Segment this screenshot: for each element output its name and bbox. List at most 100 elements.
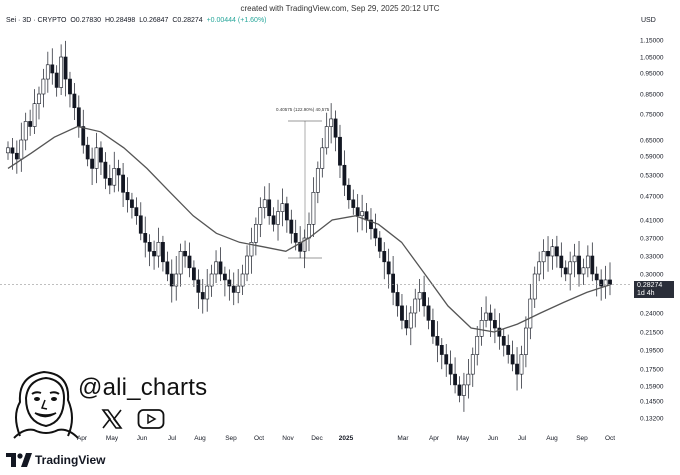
x-logo-icon[interactable]	[100, 407, 124, 431]
time-tick-label: Oct	[254, 435, 264, 442]
candle-body	[267, 199, 272, 217]
candle-body	[258, 207, 263, 225]
chart-caption: created with TradingView.com, Sep 29, 20…	[240, 4, 440, 13]
candle-body	[338, 136, 342, 166]
candle-body	[528, 298, 533, 329]
price-tick-label: 0.85000	[640, 92, 664, 99]
candle-body	[231, 285, 236, 293]
time-tick-label: May	[457, 435, 470, 442]
candle-body	[59, 56, 64, 88]
candle-body	[581, 267, 586, 275]
candle-body	[161, 242, 165, 263]
ohlc-low: L0.26847	[139, 17, 169, 24]
candle-body	[320, 147, 325, 169]
price-tick-label: 0.95000	[640, 71, 664, 78]
price-tick-label: 0.30000	[640, 272, 664, 279]
price-tick-label: 0.15900	[640, 384, 664, 391]
candle-body	[236, 285, 241, 293]
time-tick-label: Mar	[397, 435, 409, 442]
candle-body	[156, 242, 161, 257]
candle-body	[382, 251, 387, 263]
candle-body	[174, 273, 179, 287]
candle-body	[510, 354, 515, 365]
ohlc-open: O0.27830	[70, 17, 102, 24]
candle-body	[14, 152, 19, 160]
candle-body	[19, 139, 24, 160]
symbol-name: Sei · 3D · CRYPTO	[6, 17, 67, 24]
candle-body	[178, 251, 183, 275]
time-tick-label: Jul	[168, 435, 177, 442]
candle-body	[187, 255, 192, 269]
candle-body	[209, 273, 214, 287]
candle-body	[439, 345, 444, 355]
candle-body	[457, 384, 462, 396]
candle-body	[240, 273, 245, 287]
price-tick-label: 0.37000	[640, 236, 664, 243]
time-tick-label: Aug	[546, 435, 558, 442]
candle-body	[311, 192, 316, 225]
tradingview-wordmark: TradingView	[35, 453, 106, 467]
candle-body	[32, 103, 37, 127]
candle-body	[484, 312, 488, 321]
candle-body	[373, 228, 378, 239]
candle-body	[72, 93, 77, 109]
time-tick-label: Sep	[576, 435, 588, 442]
candle-body	[577, 255, 581, 275]
candle-body	[497, 327, 502, 337]
candle-body	[585, 255, 590, 269]
price-tick-label: 0.41000	[640, 218, 664, 225]
time-tick-label: Oct	[605, 435, 615, 442]
candle-body	[324, 126, 329, 149]
candle-body	[121, 174, 125, 193]
youtube-icon[interactable]	[137, 408, 165, 430]
last-price-value: 0.28274	[637, 282, 663, 289]
price-axis: 1.15000 1.05000 0.95000 0.85000 0.75000 0.650…	[640, 38, 664, 423]
candle-body	[103, 161, 108, 179]
candle-body	[293, 233, 298, 243]
price-tick-label: 0.75000	[640, 112, 664, 119]
time-tick-label: May	[106, 435, 119, 442]
candle-body	[453, 373, 457, 386]
time-tick-label: Apr	[77, 435, 88, 442]
time-axis: Apr May Jun Jul Aug Sep Oct Nov Dec 2025 Mar Apr May…	[77, 435, 615, 442]
candle-body	[364, 211, 369, 221]
candle-body	[116, 168, 121, 176]
candle-body	[462, 384, 466, 396]
ohlc-close: C0.28274	[172, 17, 203, 24]
candle-body	[417, 292, 422, 300]
candle-body	[488, 312, 493, 321]
brand-handle: @ali_charts	[78, 374, 208, 401]
candle-body	[568, 261, 573, 275]
candle-body	[466, 373, 471, 386]
candle-body	[284, 203, 289, 221]
price-tick-label: 0.13200	[640, 416, 664, 423]
tradingview-logo: TradingView	[6, 451, 105, 469]
candle-body	[249, 242, 254, 257]
price-tick-label: 0.21500	[640, 330, 664, 337]
candle-body	[355, 207, 360, 217]
candle-body	[54, 72, 59, 88]
candle-body	[183, 251, 187, 257]
candle-body	[470, 354, 475, 375]
price-tick-label: 0.53000	[640, 173, 664, 180]
time-tick-label: Aug	[194, 435, 206, 442]
candle-body	[165, 261, 170, 275]
candle-body	[68, 78, 72, 95]
candle-body	[572, 255, 577, 263]
candle-body	[138, 215, 143, 234]
candle-body	[563, 267, 568, 275]
currency-label: USD	[641, 17, 656, 24]
candle-body	[426, 305, 431, 321]
candle-body	[271, 215, 276, 225]
candle-body	[395, 292, 400, 307]
candle-body	[205, 285, 210, 300]
candle-body	[594, 273, 599, 281]
candle-body	[37, 93, 41, 104]
candle-body	[608, 279, 612, 285]
candle-body	[81, 126, 86, 146]
ohlc-high: H0.28498	[104, 17, 136, 24]
price-tick-label: 0.14500	[640, 399, 664, 406]
time-tick-label: Nov	[282, 435, 294, 442]
candle-body	[541, 251, 546, 263]
